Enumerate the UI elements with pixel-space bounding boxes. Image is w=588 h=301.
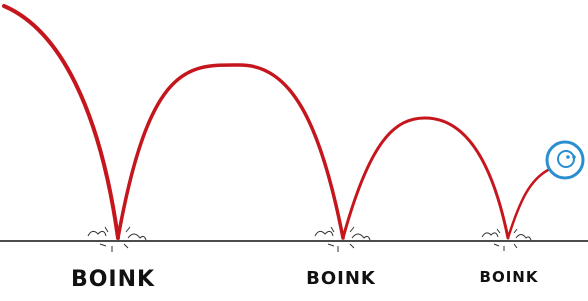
ball-eye xyxy=(566,155,570,159)
bounce-illustration: BOINK BOINK BOINK xyxy=(0,0,588,301)
ball xyxy=(547,142,583,178)
page: BOINK BOINK BOINK (() => { const data = … xyxy=(0,0,588,301)
ball-body xyxy=(547,142,583,178)
ball-eye xyxy=(572,155,576,159)
ball-path xyxy=(4,6,548,238)
path-segment xyxy=(508,170,548,238)
path-segment xyxy=(343,118,508,238)
path-segment xyxy=(118,65,343,238)
impact-label: BOINK xyxy=(306,268,376,289)
path-segment xyxy=(4,6,118,238)
impact-label: BOINK xyxy=(480,268,539,286)
impact-label: BOINK xyxy=(71,267,155,292)
dust-cloud xyxy=(88,227,531,252)
